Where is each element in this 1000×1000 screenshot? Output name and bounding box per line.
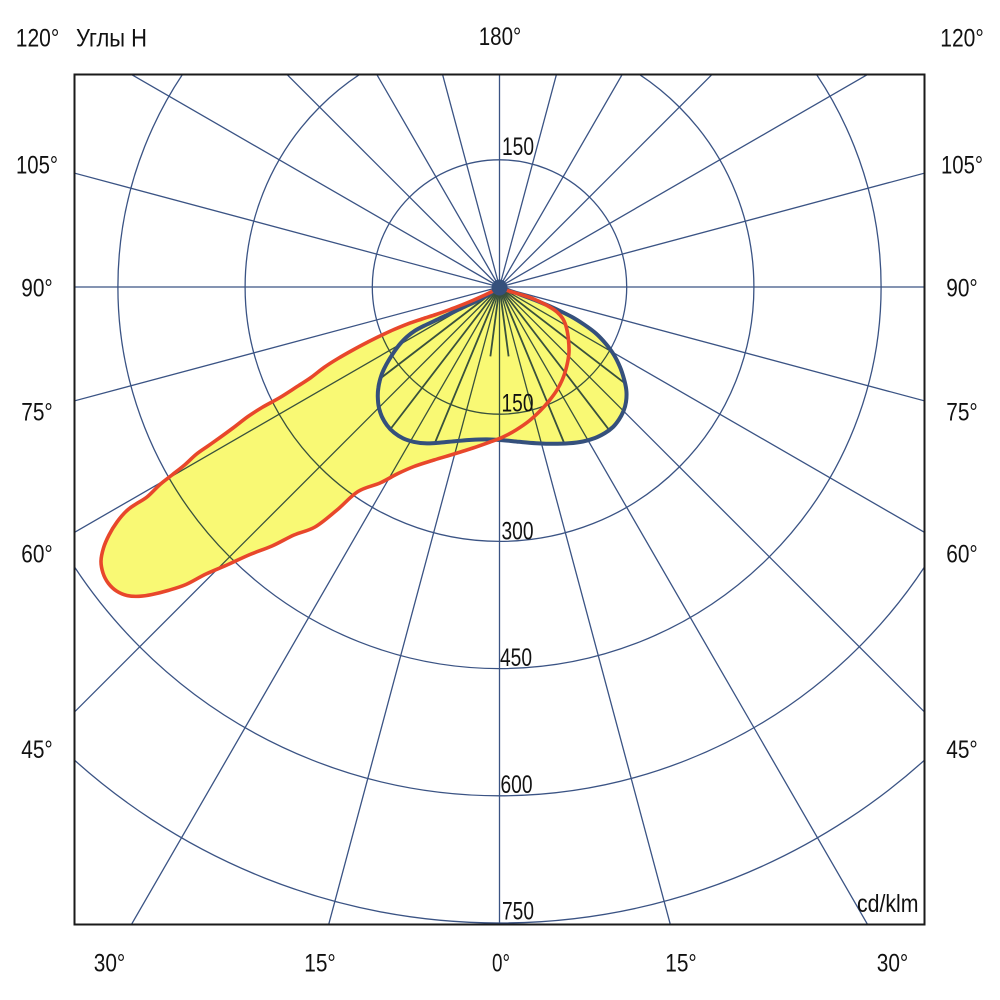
svg-text:Углы H: Углы H	[76, 24, 147, 52]
svg-text:60°: 60°	[946, 541, 978, 569]
svg-text:30°: 30°	[94, 950, 126, 978]
svg-text:150: 150	[502, 390, 534, 418]
svg-text:60°: 60°	[21, 541, 53, 569]
svg-text:90°: 90°	[946, 275, 978, 303]
svg-text:cd/klm: cd/klm	[857, 890, 919, 918]
svg-text:75°: 75°	[946, 399, 978, 427]
svg-text:90°: 90°	[21, 275, 53, 303]
svg-text:600: 600	[501, 771, 533, 799]
svg-text:75°: 75°	[21, 399, 53, 427]
svg-text:45°: 45°	[21, 736, 53, 764]
svg-text:120°: 120°	[16, 24, 60, 52]
svg-text:45°: 45°	[946, 736, 978, 764]
svg-text:450: 450	[500, 644, 532, 672]
svg-text:150: 150	[502, 133, 534, 161]
svg-text:750: 750	[502, 898, 534, 926]
svg-text:30°: 30°	[877, 950, 909, 978]
svg-text:105°: 105°	[941, 152, 983, 180]
svg-text:300: 300	[502, 518, 534, 546]
svg-text:180°: 180°	[479, 23, 522, 51]
svg-text:0°: 0°	[492, 950, 510, 978]
svg-text:15°: 15°	[304, 950, 336, 978]
svg-text:120°: 120°	[940, 24, 984, 52]
svg-text:15°: 15°	[665, 950, 697, 978]
svg-text:105°: 105°	[16, 152, 58, 180]
